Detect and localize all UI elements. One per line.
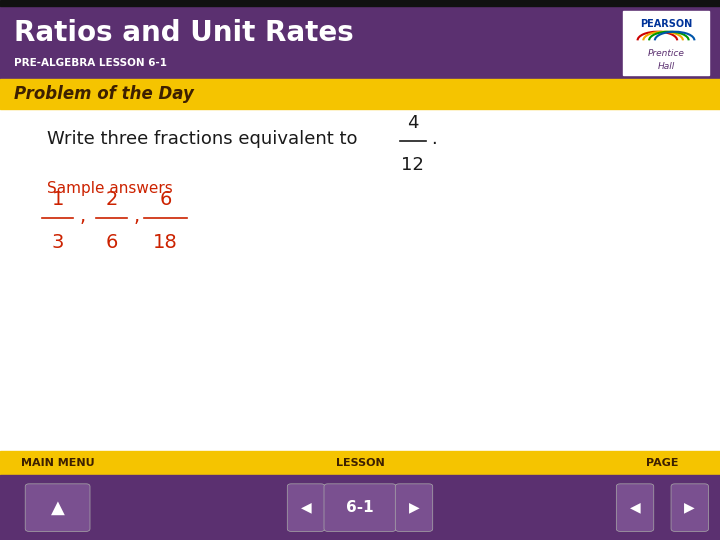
Bar — [0, 0, 720, 6]
FancyBboxPatch shape — [324, 484, 396, 531]
Text: Problem of the Day: Problem of the Day — [14, 85, 194, 103]
Bar — [0, 109, 720, 451]
Text: ,: , — [79, 207, 86, 226]
Text: Write three fractions equivalent to: Write three fractions equivalent to — [47, 130, 363, 148]
FancyBboxPatch shape — [671, 484, 708, 531]
Text: 18: 18 — [153, 233, 178, 252]
Text: ◀: ◀ — [301, 501, 311, 515]
Text: ,: , — [133, 207, 140, 226]
Bar — [0, 79, 720, 109]
FancyBboxPatch shape — [616, 484, 654, 531]
Text: 6: 6 — [105, 233, 118, 252]
Text: ▶: ▶ — [685, 501, 695, 515]
Text: Prentice: Prentice — [647, 49, 685, 58]
Text: MAIN MENU: MAIN MENU — [21, 458, 94, 468]
FancyBboxPatch shape — [25, 484, 90, 531]
Bar — [0, 475, 720, 540]
Text: 4: 4 — [407, 114, 418, 132]
Text: 6: 6 — [159, 190, 172, 209]
Text: 1: 1 — [51, 190, 64, 209]
Text: LESSON: LESSON — [336, 458, 384, 468]
Text: Ratios and Unit Rates: Ratios and Unit Rates — [14, 19, 354, 48]
FancyBboxPatch shape — [395, 484, 433, 531]
Text: ◀: ◀ — [630, 501, 640, 515]
Text: 6-1: 6-1 — [346, 500, 374, 515]
Text: .: . — [431, 130, 437, 148]
Bar — [623, 11, 709, 75]
FancyBboxPatch shape — [287, 484, 325, 531]
Text: 12: 12 — [401, 156, 424, 174]
Text: 3: 3 — [51, 233, 64, 252]
Text: PAGE: PAGE — [646, 458, 679, 468]
Text: ▲: ▲ — [50, 498, 65, 517]
Text: 2: 2 — [105, 190, 118, 209]
Text: Hall: Hall — [657, 62, 675, 71]
Text: Sample answers: Sample answers — [47, 181, 173, 196]
Text: PEARSON: PEARSON — [640, 19, 692, 29]
Bar — [0, 6, 720, 79]
Bar — [0, 451, 720, 475]
Text: ▶: ▶ — [409, 501, 419, 515]
Text: PRE-ALGEBRA LESSON 6-1: PRE-ALGEBRA LESSON 6-1 — [14, 58, 167, 69]
